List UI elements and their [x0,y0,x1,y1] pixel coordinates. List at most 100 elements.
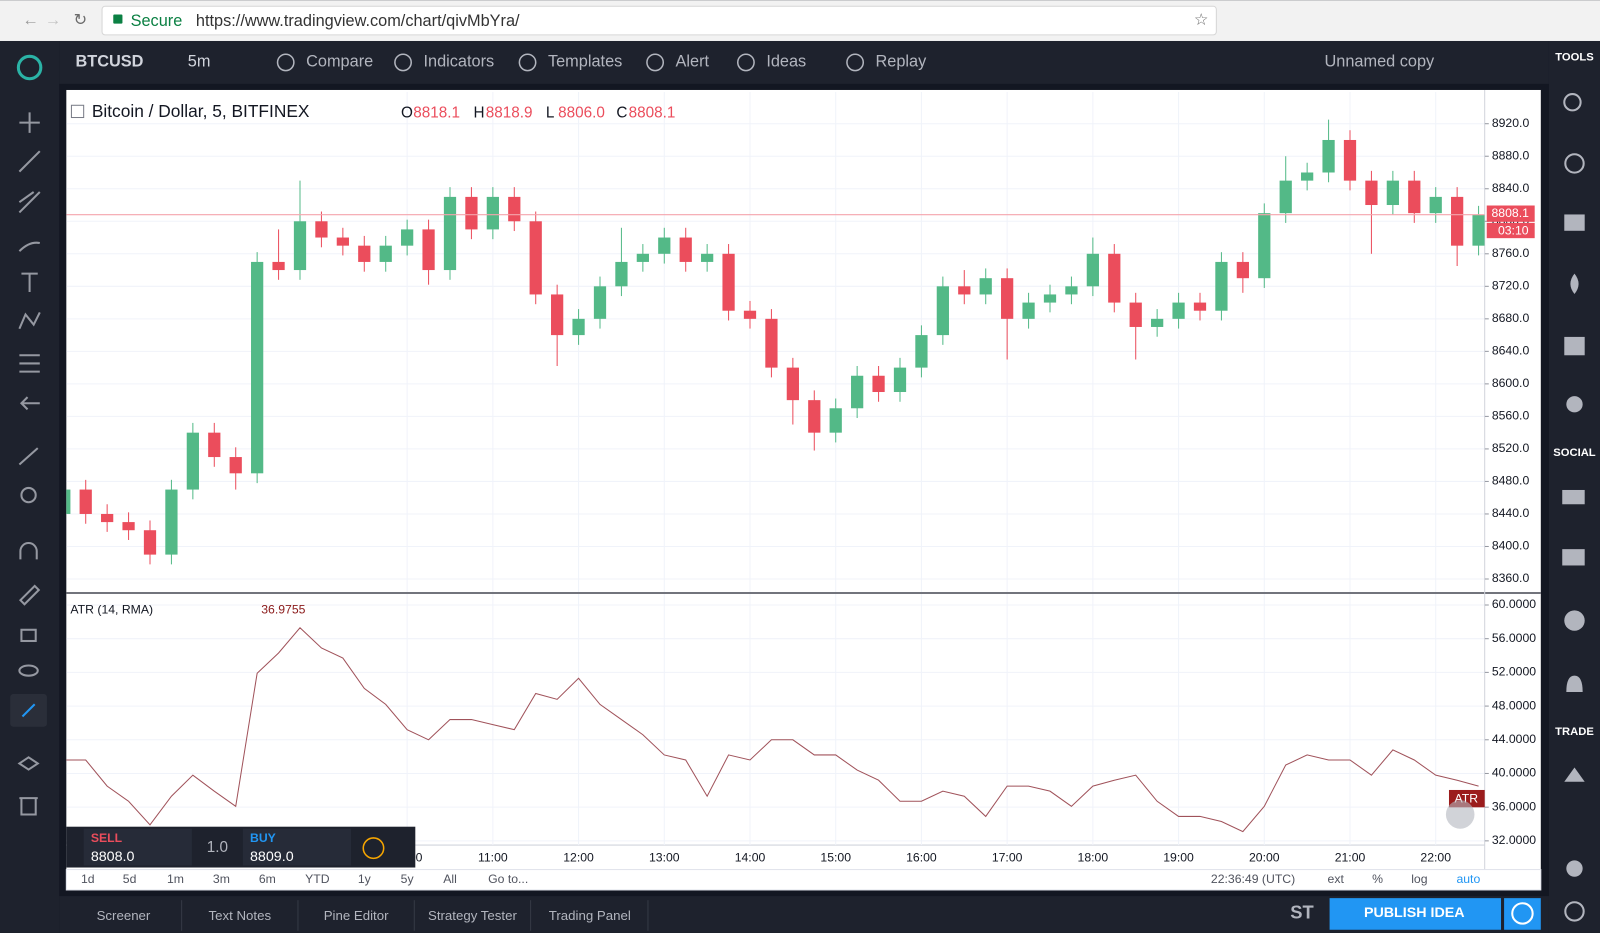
footer-tab[interactable]: Screener [97,908,151,923]
ohlc-label: O [401,104,413,121]
scale-option[interactable]: % [1372,872,1383,886]
reload-icon[interactable]: ↻ [73,11,87,29]
range-button[interactable]: YTD [305,872,330,886]
y-tick-label: 8840.0 [1492,181,1530,195]
collapse-icon[interactable] [70,104,85,119]
brush-tool[interactable] [18,241,40,252]
toolbar-item[interactable]: Indicators [423,53,494,71]
toolbar-item[interactable]: Compare [306,53,373,71]
toolbar-item[interactable]: Replay [876,53,928,71]
fib-tool[interactable] [18,191,41,214]
candle-body [1108,253,1121,303]
candle-body [636,253,649,262]
calendar-icon[interactable] [1564,336,1585,356]
candle-body [1408,180,1421,214]
sell-button[interactable] [83,828,192,866]
publish-button[interactable] [1329,898,1502,930]
toolbar-icon[interactable] [276,53,295,72]
scroll-button[interactable] [1445,800,1475,829]
symbol[interactable]: BTCUSD [76,53,144,71]
footer-tab[interactable]: Trading Panel [549,908,631,923]
range-button[interactable]: 1d [81,872,95,886]
settings-icon[interactable] [1566,860,1583,877]
address-box[interactable] [101,5,1217,36]
scale-option[interactable]: auto [1456,872,1480,886]
toolbar-icon[interactable] [846,53,865,72]
data-window-icon[interactable] [1564,214,1585,231]
trade-icon[interactable] [1564,767,1585,782]
star-icon[interactable]: ☆ [1194,11,1209,29]
crosshair-tool[interactable] [19,112,40,133]
ideas-icon[interactable] [1566,396,1583,413]
candle-body [1258,213,1271,279]
y-tick-label: 40.0000 [1492,766,1536,780]
lock-drawing-tool[interactable] [18,584,41,606]
range-button[interactable]: 3m [213,872,230,886]
buy-label[interactable]: BUY [250,831,276,845]
layers-tool[interactable] [17,756,40,771]
forward-icon[interactable]: → [45,11,61,29]
range-button[interactable]: 1m [167,872,184,886]
quantity[interactable]: 1.0 [207,839,228,856]
range-button[interactable]: 6m [259,872,276,886]
candle-body [658,237,671,254]
toolbar-icon[interactable] [394,53,412,72]
toolbar-icon[interactable] [518,53,537,72]
candle-body [529,221,542,295]
toolbar-item[interactable]: Alert [676,53,710,71]
sell-price[interactable]: 8808.0 [91,849,135,865]
toolbar-icon[interactable] [736,53,755,72]
publish-label[interactable]: PUBLISH IDEA [1364,905,1465,921]
visibility-tool[interactable] [18,664,39,677]
atr-pane [66,594,1485,846]
trash-tool[interactable] [19,797,38,816]
broadcast-icon[interactable] [1564,610,1585,631]
stocktwits[interactable]: ST [1290,901,1314,922]
info-icon[interactable] [362,837,385,860]
pattern-tool[interactable] [18,311,41,330]
trendline-tool[interactable] [18,150,41,173]
candle-body [872,375,885,393]
toolbar-item[interactable]: Templates [548,53,622,71]
back-tool[interactable] [19,396,40,411]
range-button[interactable]: 5y [401,872,415,886]
lock-tool[interactable] [20,628,37,643]
candle-body [401,229,414,246]
buy-button[interactable] [242,828,352,866]
help-icon[interactable] [1564,901,1585,922]
notification-icon[interactable] [1566,675,1583,693]
logo[interactable] [16,54,43,81]
magnet-tool[interactable] [19,542,38,560]
y-tick-label: 56.0000 [1492,631,1536,645]
range-button[interactable]: Go to... [488,872,528,886]
measure-tool[interactable] [18,447,39,466]
candle-body [465,196,478,230]
layout-name[interactable]: Unnamed copy [1324,53,1435,71]
footer-tab[interactable]: Pine Editor [324,908,389,923]
buy-price[interactable]: 8809.0 [250,849,294,865]
footer-tab[interactable]: Strategy Tester [428,908,517,923]
range-button[interactable]: All [443,872,457,886]
link-tool[interactable] [21,703,36,718]
hotlist-icon[interactable] [1570,273,1579,295]
candle-body [1086,253,1099,287]
streams-icon[interactable] [1562,549,1585,566]
range-button[interactable]: 5d [123,872,137,886]
footer-tab[interactable]: Text Notes [208,908,271,923]
chat-icon[interactable] [1562,489,1585,505]
text-tool[interactable] [21,272,38,293]
interval[interactable]: 5m [188,53,211,71]
prediction-tool[interactable] [19,354,40,373]
range-button[interactable]: 1y [358,872,372,886]
toolbar-item[interactable]: Ideas [766,53,806,71]
scale-option[interactable]: ext [1328,872,1345,886]
zoom-tool[interactable] [20,486,37,504]
watchlist-icon[interactable] [1563,93,1582,112]
scale-option[interactable]: log [1411,872,1428,886]
alerts-icon[interactable] [1564,153,1585,174]
y-tick-label: 8480.0 [1492,474,1530,488]
candle-body [786,367,799,401]
sell-label[interactable]: SELL [91,831,123,845]
toolbar-icon[interactable] [646,53,665,72]
back-icon[interactable]: ← [22,11,38,29]
